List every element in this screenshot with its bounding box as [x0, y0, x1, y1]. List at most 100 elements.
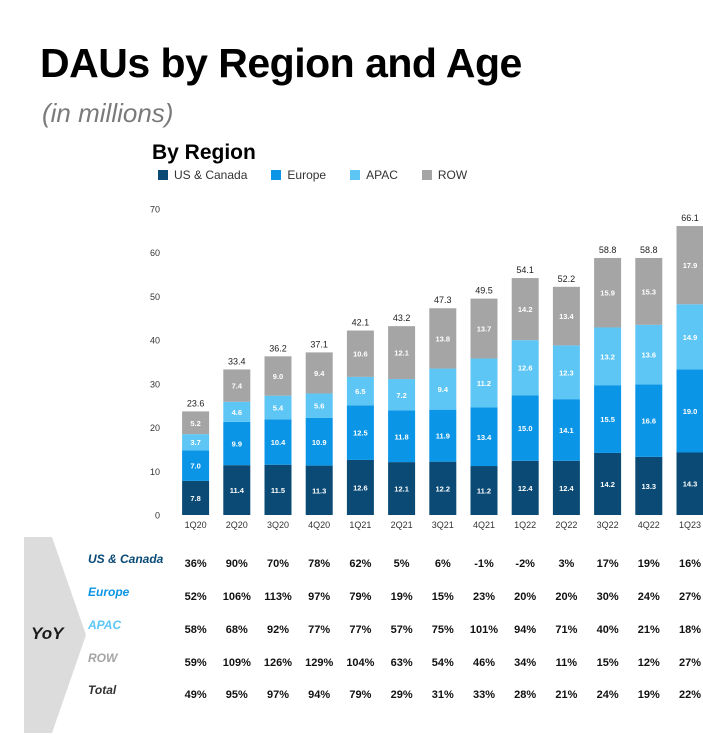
page-title: DAUs by Region and Age — [40, 40, 522, 86]
yoy-cell: 17% — [596, 558, 619, 570]
y-tick-label: 30 — [150, 379, 160, 389]
yoy-cell: 34% — [514, 657, 537, 669]
data-label: 11.3 — [312, 486, 326, 495]
total-label: 42.1 — [352, 318, 370, 328]
bar-segment — [676, 226, 703, 305]
data-label: 5.4 — [273, 403, 284, 412]
page-subtitle: (in millions) — [42, 98, 174, 128]
data-label: 11.9 — [436, 432, 450, 441]
total-label: 43.2 — [393, 313, 411, 323]
data-label: 14.1 — [559, 426, 574, 435]
total-label: 58.8 — [640, 245, 658, 255]
data-label: 11.8 — [395, 432, 409, 441]
yoy-cell: 22% — [678, 689, 702, 701]
legend-label-us-canada: US & Canada — [174, 168, 248, 182]
y-tick-label: 50 — [150, 292, 160, 302]
bar-segment — [264, 395, 292, 420]
yoy-cell: 21% — [555, 689, 578, 701]
data-label: 12.4 — [518, 484, 533, 493]
x-tick-label: 3Q22 — [597, 520, 619, 530]
x-tick-label: 1Q22 — [514, 520, 536, 530]
bar-segment — [388, 379, 416, 411]
data-label: 7.4 — [232, 382, 243, 391]
bar-segment — [635, 456, 663, 515]
x-tick-label: 4Q21 — [473, 520, 495, 530]
yoy-cell: 15% — [596, 657, 619, 669]
data-label: 11.2 — [477, 379, 491, 388]
data-label: 4.6 — [232, 408, 242, 417]
bar-segment — [182, 434, 210, 451]
bar-segment — [511, 395, 539, 461]
legend-swatch-us-canada — [158, 170, 168, 180]
data-label: 19.0 — [683, 407, 698, 416]
bar-segment — [429, 368, 457, 410]
total-label: 23.6 — [187, 398, 205, 408]
yoy-cell: 33% — [472, 689, 496, 701]
bar-segment — [552, 399, 580, 461]
yoy-cell: 126% — [263, 657, 293, 669]
data-label: 13.8 — [435, 334, 450, 343]
bar-segment — [346, 405, 374, 460]
yoy-cell: 5% — [393, 558, 410, 570]
yoy-cell: 75% — [431, 624, 454, 636]
y-tick-label: 0 — [155, 511, 160, 521]
bar-segment — [635, 324, 663, 385]
bar-segment — [305, 393, 333, 418]
legend-swatch-apac — [350, 170, 361, 180]
data-label: 13.7 — [477, 325, 492, 334]
x-tick-label: 2Q21 — [391, 520, 413, 530]
yoy-cell: 97% — [266, 689, 290, 701]
yoy-cell: 31% — [431, 689, 454, 701]
yoy-cell: 23% — [472, 591, 496, 603]
x-tick-label: 3Q21 — [432, 520, 454, 530]
data-label: 11.2 — [477, 487, 491, 496]
yoy-cell: 129% — [305, 657, 334, 669]
legend-label-apac: APAC — [366, 168, 398, 182]
yoy-label: YoY — [31, 624, 64, 643]
x-tick-label: 2Q20 — [226, 520, 248, 530]
yoy-row-label: US & Canada — [88, 552, 164, 566]
chart-title: By Region — [152, 141, 256, 164]
bar-segment — [470, 407, 498, 467]
bar-segment — [388, 326, 416, 380]
bar-segment — [223, 369, 251, 402]
yoy-cell: 36% — [184, 558, 207, 570]
x-tick-label: 1Q23 — [679, 520, 701, 530]
total-label: 36.2 — [269, 343, 287, 353]
total-label: 58.8 — [599, 245, 617, 255]
yoy-cell: -1% — [474, 558, 494, 570]
yoy-cell: 15% — [431, 591, 454, 603]
data-label: 14.2 — [600, 480, 615, 489]
yoy-cell: 62% — [349, 558, 372, 570]
bar-segment — [346, 330, 374, 377]
yoy-row-label: Total — [88, 683, 117, 697]
bar-segment — [429, 308, 457, 369]
bar-segment — [182, 450, 210, 481]
total-label: 49.5 — [475, 286, 493, 296]
data-label: 13.3 — [641, 482, 656, 491]
data-label: 9.0 — [273, 372, 283, 381]
yoy-cell: 101% — [469, 624, 499, 636]
legend-item-apac: APAC — [350, 168, 398, 182]
legend-swatch-europe — [271, 170, 282, 180]
total-label: 37.1 — [310, 339, 328, 349]
yoy-cell: 54% — [431, 657, 454, 669]
total-label: 66.1 — [681, 213, 699, 223]
bar-segment — [594, 452, 622, 515]
data-label: 5.6 — [314, 402, 324, 411]
x-tick-label: 2Q22 — [555, 520, 577, 530]
data-label: 11.4 — [230, 486, 245, 495]
yoy-cell: 57% — [390, 624, 413, 636]
data-label: 5.2 — [190, 419, 200, 428]
data-label: 6.5 — [355, 387, 365, 396]
yoy-cell: 19% — [390, 591, 413, 603]
yoy-cell: 16% — [678, 558, 702, 570]
data-label: 12.1 — [394, 485, 409, 494]
data-label: 13.2 — [600, 352, 615, 361]
yoy-cell: 77% — [349, 624, 372, 636]
bar-segment — [429, 409, 457, 462]
bar-segment — [305, 465, 333, 515]
data-label: 7.2 — [396, 391, 406, 400]
yoy-row-label: ROW — [88, 651, 118, 665]
x-tick-label: 4Q20 — [308, 520, 330, 530]
